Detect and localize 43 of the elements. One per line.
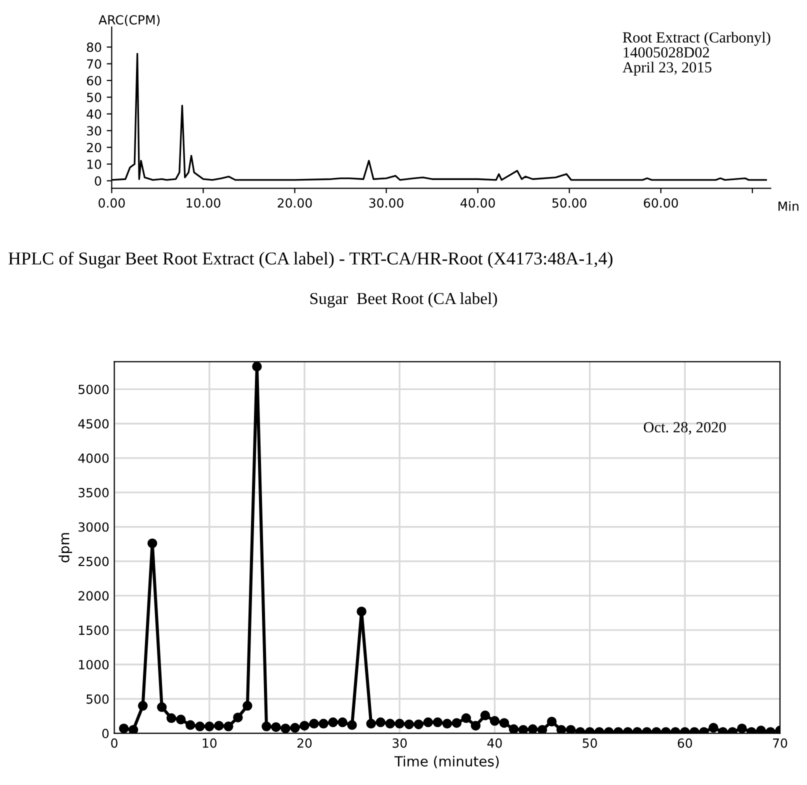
y-tick-label: 1500 <box>79 626 109 636</box>
y-tick-label: 2000 <box>78 591 109 601</box>
y-tick-label: 4000 <box>78 454 109 463</box>
y-tick-label: 70 <box>87 59 102 69</box>
y-tick-label: 3500 <box>78 488 109 498</box>
x-axis-title: Time (minutes) <box>394 756 499 768</box>
x-tick-label: 30.00 <box>369 198 404 208</box>
x-tick-label: 0 <box>111 738 118 748</box>
y-tick-label: 40 <box>86 109 102 119</box>
x-tick-label: 30 <box>392 738 407 748</box>
y-tick-label: 80 <box>86 42 102 52</box>
y-tick-label: 500 <box>86 694 109 704</box>
x-tick-label: 70 <box>773 738 788 748</box>
chart-title: HPLC of Sugar Beet Root Extract (CA label) - TRT-CA/HR-Root (X4173:48A-1,4) <box>8 252 612 268</box>
x-tick-label: 0.00 <box>98 198 125 208</box>
y-axis-title: dpm <box>58 533 72 562</box>
y-tick-label: 4500 <box>78 419 109 429</box>
y-tick-label: 10 <box>87 160 102 169</box>
y-tick-label: 60 <box>86 76 102 86</box>
x-tick-label: 20 <box>297 738 312 748</box>
y-tick-label: 2500 <box>78 556 109 566</box>
x-tick-label: 60 <box>678 738 692 748</box>
x-tick-label: 50.00 <box>552 198 586 208</box>
chart-subtitle: Sugar Beet Root (CA label) <box>310 292 497 308</box>
y-tick-label: 30 <box>87 126 102 136</box>
x-tick-label: 50 <box>582 738 597 748</box>
annotation: Root Extract (Carbonyl) 14005028D02 April 23, 2015 <box>622 32 770 76</box>
x-tick-label: 40 <box>487 738 502 748</box>
y-tick-label: 20 <box>86 142 102 152</box>
y-tick-label: 0 <box>102 728 109 738</box>
y-tick-label: 1000 <box>79 660 109 670</box>
x-tick-label: 60.00 <box>644 198 678 208</box>
x-tick-label: 40.00 <box>460 198 495 208</box>
x-axis-title: Min <box>778 201 798 211</box>
x-tick-label: 10 <box>202 738 217 748</box>
y-tick-label: 3000 <box>78 522 109 532</box>
y-tick-label: 0 <box>94 176 102 186</box>
y-axis-title: ARC(CPM) <box>98 14 160 26</box>
y-tick-label: 50 <box>87 92 102 102</box>
x-tick-label: 10.00 <box>186 198 220 208</box>
annotation: Oct. 28, 2020 <box>644 422 726 435</box>
y-tick-label: 5000 <box>78 384 109 394</box>
x-tick-label: 20.00 <box>278 198 312 208</box>
